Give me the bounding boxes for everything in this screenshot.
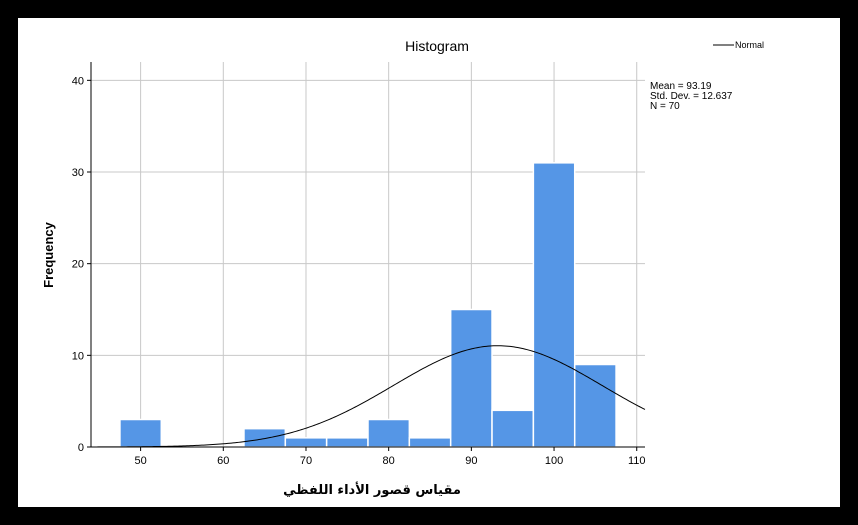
- y-tick-label: 20: [72, 259, 84, 271]
- normal-curve: [90, 345, 646, 448]
- histogram-bar: [367, 418, 411, 448]
- x-tick-label: 90: [465, 455, 477, 467]
- x-tick-label: 80: [383, 455, 395, 467]
- chart-panel: 50 60 70 80 90 100 110 0 10 20 30 40 Histogram Fre…: [18, 18, 840, 507]
- legend-label: Normal: [735, 40, 764, 50]
- x-tick-labels: 50 60 70 80 90 100 110: [134, 447, 646, 467]
- y-tick-label: 10: [72, 350, 84, 362]
- histogram-bar: [532, 162, 576, 448]
- histogram-chart: 50 60 70 80 90 100 110 0 10 20 30 40 Histogram Fre…: [41, 38, 764, 498]
- y-axis-label: Frequency: [41, 221, 56, 288]
- y-tick-labels: 0 10 20 30 40: [72, 75, 91, 454]
- x-tick-label: 110: [628, 455, 646, 467]
- histogram-bar: [573, 363, 617, 448]
- x-axis-label: مقياس قصور الأداء اللفظي: [283, 481, 461, 498]
- histogram-bar: [491, 409, 535, 448]
- x-tick-label: 50: [134, 455, 146, 467]
- stat-mean: Mean = 93.19: [650, 81, 712, 92]
- stat-std-dev: Std. Dev. = 12.637: [650, 91, 733, 102]
- histogram-bar: [449, 308, 493, 448]
- x-tick-label: 60: [217, 455, 229, 467]
- y-tick-label: 30: [72, 167, 84, 179]
- x-tick-label: 70: [300, 455, 312, 467]
- chart-title: Histogram: [405, 38, 469, 54]
- histogram-bar: [325, 437, 369, 448]
- axes: [90, 62, 645, 448]
- x-tick-label: 100: [545, 455, 563, 467]
- y-tick-label: 0: [78, 442, 84, 454]
- outer-frame: 50 60 70 80 90 100 110 0 10 20 30 40 Histogram Fre…: [5, 5, 853, 520]
- bars: [119, 162, 617, 448]
- y-tick-label: 40: [72, 75, 84, 87]
- histogram-bar: [408, 437, 452, 448]
- histogram-bar: [119, 418, 163, 448]
- stat-n: N = 70: [650, 101, 680, 112]
- histogram-bar: [243, 427, 287, 448]
- histogram-bar: [284, 437, 328, 448]
